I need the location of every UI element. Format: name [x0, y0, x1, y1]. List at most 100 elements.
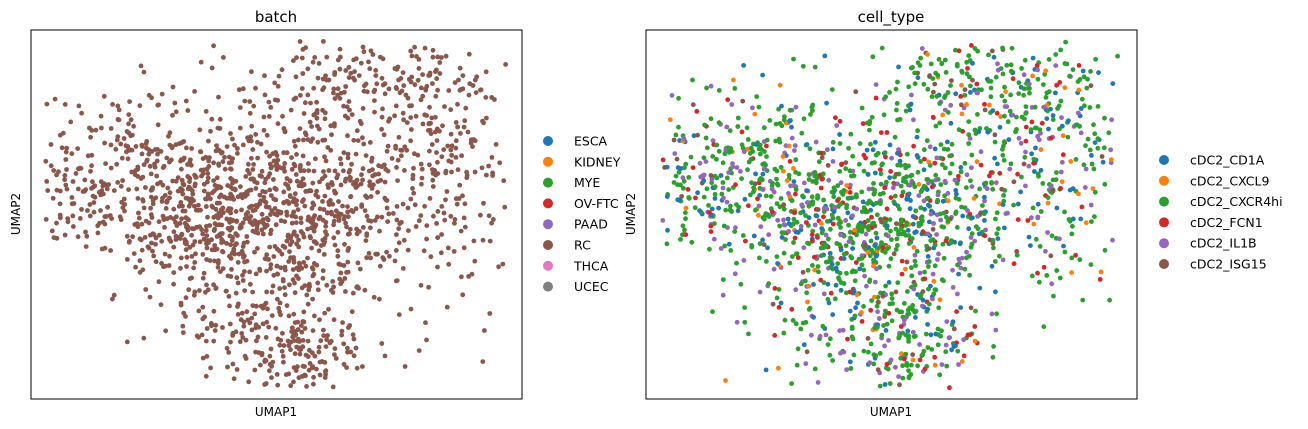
- scatter-point: [996, 226, 1001, 232]
- scatter-point: [880, 293, 886, 299]
- scatter-point: [750, 105, 755, 111]
- scatter-point: [849, 326, 855, 331]
- scatter-point: [392, 113, 397, 119]
- scatter-point: [179, 232, 184, 238]
- scatter-point: [809, 332, 814, 338]
- scatter-point: [878, 171, 884, 177]
- scatter-point: [1009, 45, 1015, 51]
- scatter-point: [43, 158, 49, 164]
- scatter-point: [897, 116, 903, 122]
- scatter-point: [831, 185, 837, 191]
- scatter-point: [482, 328, 487, 333]
- scatter-point: [900, 363, 905, 369]
- scatter-point: [834, 123, 840, 128]
- scatter-point: [889, 296, 895, 301]
- scatter-point: [848, 366, 854, 371]
- scatter-point: [269, 363, 274, 369]
- scatter-point: [960, 213, 966, 219]
- scatter-point: [155, 147, 160, 152]
- scatter-point: [289, 220, 295, 226]
- scatter-point: [809, 194, 815, 200]
- scatter-point: [956, 127, 962, 133]
- scatter-point: [944, 319, 950, 324]
- scatter-point: [263, 335, 269, 340]
- scatter-point: [850, 268, 856, 274]
- scatter-point: [766, 214, 772, 219]
- scatter-point: [1062, 209, 1067, 215]
- scatter-point: [769, 209, 775, 215]
- legend-label: PAAD: [574, 217, 608, 232]
- scatter-point: [260, 321, 266, 327]
- scatter-point: [676, 124, 681, 130]
- legend-marker: [1159, 196, 1169, 207]
- scatter-point: [872, 243, 878, 248]
- scatter-point: [423, 87, 429, 93]
- scatter-point: [90, 179, 95, 185]
- scatter-point: [242, 259, 247, 265]
- scatter-point: [909, 172, 915, 178]
- scatter-point: [910, 329, 916, 335]
- scatter-point: [204, 166, 210, 172]
- scatter-point: [158, 302, 164, 308]
- scatter-point: [171, 270, 177, 275]
- scatter-point: [948, 102, 954, 108]
- scatter-point: [701, 178, 707, 184]
- scatter-point: [1050, 113, 1056, 118]
- scatter-point: [322, 193, 328, 199]
- scatter-point: [781, 250, 787, 256]
- scatter-point: [297, 126, 303, 131]
- scatter-point: [926, 202, 931, 208]
- scatter-point: [1014, 252, 1020, 258]
- legend-marker: [543, 219, 553, 230]
- scatter-point: [322, 239, 327, 245]
- scatter-point: [1023, 149, 1028, 155]
- scatter-point: [1085, 76, 1090, 82]
- scatter-point: [296, 137, 301, 143]
- scatter-point: [416, 348, 422, 353]
- scatter-point: [118, 183, 124, 189]
- scatter-point: [835, 261, 841, 266]
- scatter-point: [458, 228, 464, 234]
- scatter-point: [879, 332, 885, 338]
- scatter-point: [816, 159, 822, 165]
- scatter-point: [675, 182, 680, 188]
- scatter-point: [915, 363, 920, 369]
- scatter-point: [245, 135, 250, 141]
- scatter-point: [823, 232, 829, 238]
- scatter-point: [683, 232, 689, 238]
- scatter-point: [945, 90, 951, 95]
- scatter-point: [104, 186, 110, 192]
- scatter-point: [748, 157, 754, 162]
- scatter-point: [764, 137, 770, 143]
- scatter-point: [398, 76, 404, 81]
- scatter-point: [851, 173, 857, 179]
- scatter-point: [995, 161, 1000, 167]
- scatter-point: [407, 103, 413, 109]
- scatter-point: [379, 114, 385, 120]
- scatter-point: [289, 155, 294, 161]
- scatter-point: [853, 89, 859, 95]
- scatter-point: [804, 220, 809, 225]
- scatter-point: [1102, 181, 1108, 187]
- scatter-point: [91, 200, 97, 205]
- legend-label: UCEC: [574, 279, 609, 294]
- scatter-point: [766, 232, 772, 238]
- scatter-point: [361, 49, 367, 55]
- scatter-point: [1090, 186, 1096, 192]
- scatter-point: [1083, 166, 1089, 172]
- scatter-point: [302, 100, 308, 106]
- scatter-point: [200, 304, 206, 310]
- scatter-point: [798, 227, 804, 233]
- scatter-point: [125, 156, 131, 162]
- scatter-point: [333, 356, 339, 361]
- scatter-point: [935, 342, 941, 348]
- scatter-point: [780, 154, 786, 159]
- scatter-point: [237, 125, 243, 131]
- scatter-point: [1038, 130, 1043, 136]
- scatter-point: [972, 338, 978, 344]
- scatter-point: [151, 232, 157, 238]
- scatter-point: [427, 162, 432, 168]
- scatter-point: [930, 114, 936, 120]
- scatter-point: [326, 306, 331, 312]
- scatter-point: [252, 207, 258, 213]
